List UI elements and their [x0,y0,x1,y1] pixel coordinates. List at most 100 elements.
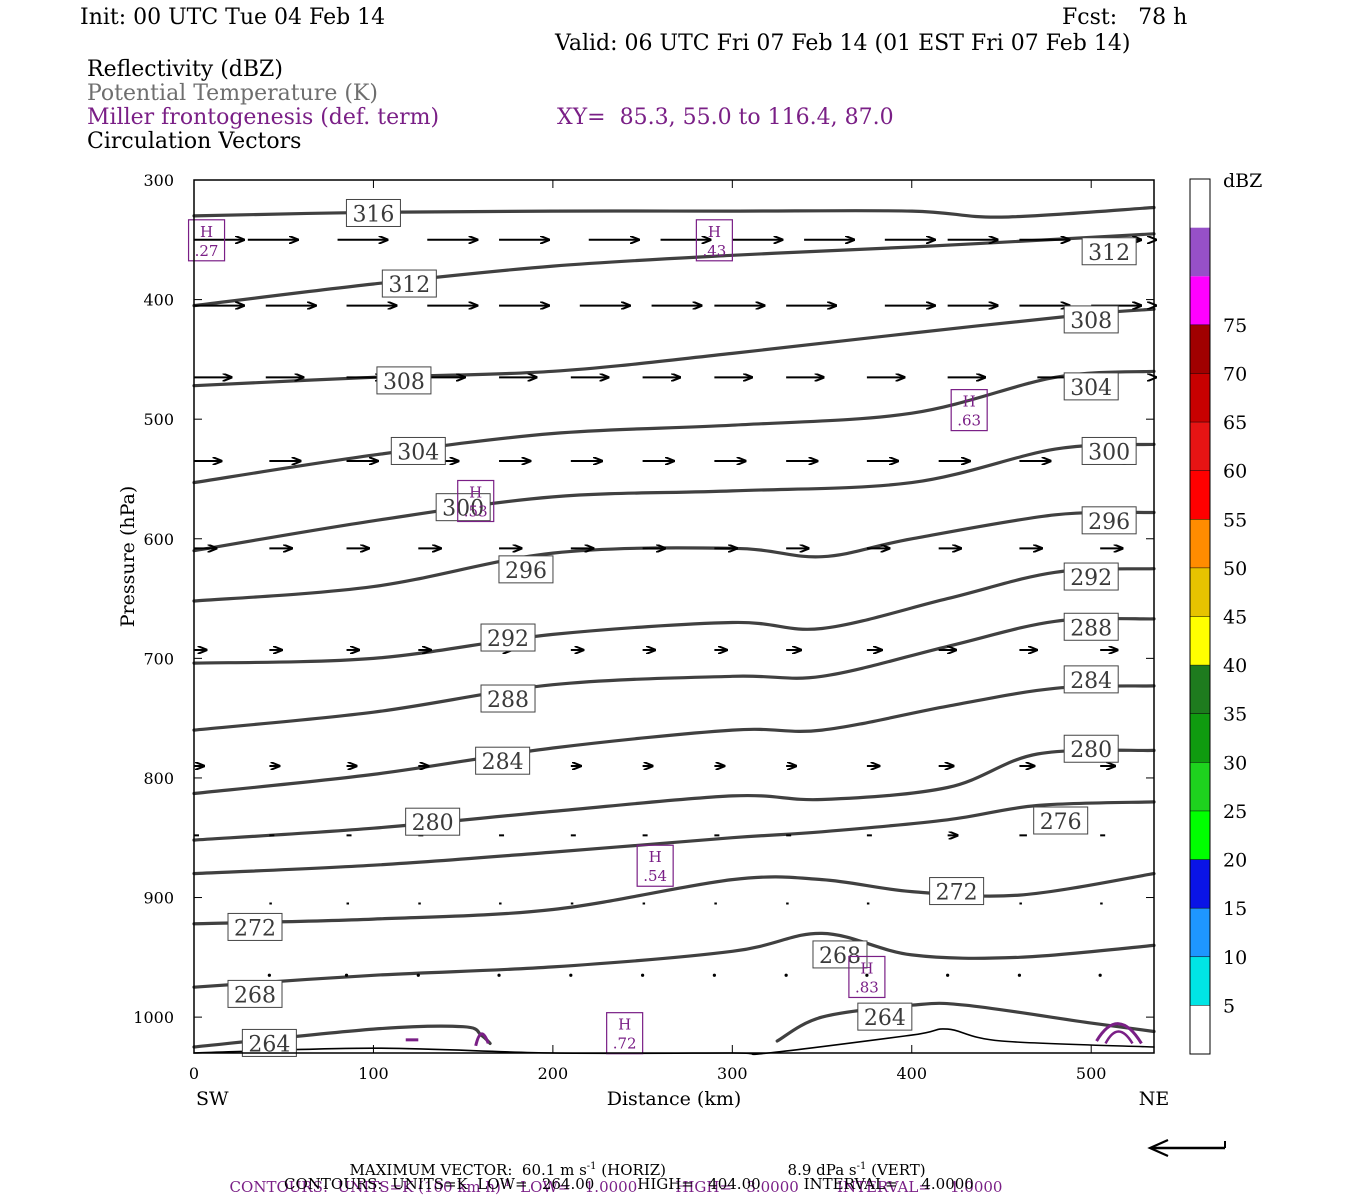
frontogenesis-max-marker: H.83 [848,955,886,999]
colorbar-swatch [1190,324,1210,374]
theta-contour-284 [192,684,1156,796]
theta-label-text: 264 [864,1006,906,1031]
theta-contour-label: 284 [1063,665,1119,694]
theta-label-box [345,198,401,227]
theta-label-box [227,912,283,941]
y-tick-label: 700 [143,649,174,668]
theta-contour-label: 296 [1081,506,1137,535]
theta-contour-label: 268 [227,979,283,1008]
theta-contour-label: 304 [1063,372,1119,401]
theta-label-box [1081,237,1137,266]
circulation-vector [416,973,420,977]
theta-contour-label: 284 [475,746,531,775]
theta-contour-label: 316 [345,198,401,227]
frontogenesis-max-label: H [618,1016,631,1034]
theta-contour-292 [192,567,1156,665]
theta-label-box [390,436,446,465]
colorbar-swatch [1190,908,1210,957]
theta-contour-label: 300 [1081,436,1137,465]
theta-label-box [1063,612,1119,641]
colorbar-swatch [1190,616,1210,666]
theta-contour-label: 296 [498,555,554,584]
y-axis-title: Pressure (hPa) [117,486,139,628]
contours-frontogenesis-info: CONTOURS: UNITS=K (100 km h)-1 LOW= 1.00… [220,1158,1003,1196]
theta-label-box [929,877,985,906]
field-frontogenesis: Miller frontogenesis (def. term) [87,105,440,130]
theta-contour-label: 272 [929,877,985,906]
frontogenesis-max-marker: H.43 [695,219,733,262]
theta-contour-label: 308 [376,366,432,395]
circulation-vector [1098,973,1102,977]
colorbar-swatch [1190,422,1210,471]
theta-label-box [1081,436,1137,465]
contours-theta-info: CONTOURS: UNITS=K LOW= 264.00 HIGH= 404.… [284,1175,974,1193]
theta-label-text: 272 [234,916,276,941]
theta-contour-296 [192,510,1156,603]
max-vector-unit-exponent: -1 [586,1161,597,1172]
colorbar-swatch [1190,179,1210,228]
theta-label-text: 276 [1040,810,1082,835]
theta-contour-288 [192,616,1156,732]
theta-label-box [1033,806,1089,835]
colorbar-swatch [1190,713,1210,763]
theta-label-text: 272 [936,881,978,906]
colorbar-swatch [1190,810,1210,860]
max-vector-vert-line: 8.9 dPa s-1 (VERT) [778,1141,926,1179]
frontogenesis-max-value: .43 [702,242,726,260]
theta-label-text: 312 [1088,241,1130,266]
theta-contour-label: 276 [1033,806,1089,835]
colorbar-swatch [1190,567,1210,617]
theta-contour-label: 304 [390,436,446,465]
y-tick-label: 500 [143,410,174,429]
theta-contour-label: 312 [381,269,437,298]
theta-contour-260 [193,1028,1155,1056]
colorbar-level-label: 10 [1223,947,1247,969]
theta-label-text: 316 [352,202,394,227]
contours-purple-exponent: -1 [500,1178,511,1189]
x-tick-label: 0 [189,1064,199,1083]
theta-label-text: 268 [234,983,276,1008]
theta-label-box [1063,562,1119,591]
field-reflectivity: Reflectivity (dBZ) [87,57,283,82]
y-tick-label: 800 [143,769,174,788]
y-tick-label: 300 [143,171,174,190]
colorbar-level-label: 20 [1223,850,1247,872]
frontogenesis-max-value: .83 [855,978,879,996]
frontogenesis-max-box [187,219,226,262]
max-vector-vert-tail: (VERT) [866,1161,926,1179]
colorbar-level-label: 50 [1223,558,1247,580]
valid-time: Valid: 06 UTC Fri 07 Feb 14 (01 EST Fri … [555,31,1131,56]
theta-label-box [241,1028,297,1057]
theta-contour-label: 308 [1063,305,1119,334]
frontogenesis-max-box [950,389,988,432]
theta-label-text: 284 [482,750,524,775]
field-potential-temperature: Potential Temperature (K) [87,81,378,106]
contours-purple-text: CONTOURS: UNITS=K (100 km h) [229,1178,501,1196]
plot-frame [193,179,1155,1054]
max-vector-text: MAXIMUM VECTOR: 60.1 m s [349,1161,587,1179]
forecast-hour: Fcst: 78 h [1062,5,1188,30]
y-tick-label: 400 [143,291,174,310]
colorbar-level-label: 40 [1223,655,1247,677]
colorbar-swatch [1190,956,1210,1006]
theta-contour-label: 300 [435,493,491,522]
frontogenesis-contour [474,1032,490,1047]
theta-label-text: 288 [1070,616,1112,641]
colorbar-level-label: 55 [1223,509,1247,531]
theta-label-box [1063,305,1119,334]
theta-label-box [480,684,536,713]
theta-contour-label: 292 [1063,562,1119,591]
frontogenesis-max-label: H [649,848,662,866]
theta-label-text: 312 [388,273,430,298]
frontogenesis-max-box [695,219,733,262]
theta-contour-label: 272 [227,912,283,941]
colorbar-level-label: 5 [1223,995,1235,1017]
colorbar-level-label: 35 [1223,704,1247,726]
theta-contour-label: 288 [480,684,536,713]
x-tick-label: 500 [1076,1064,1107,1083]
theta-contour-264 [192,1024,492,1049]
colorbar-level-label: 45 [1223,607,1247,629]
theta-label-text: 296 [505,559,547,584]
frontogenesis-contour [1095,1022,1143,1045]
colorbar-level-label: 65 [1223,412,1247,434]
